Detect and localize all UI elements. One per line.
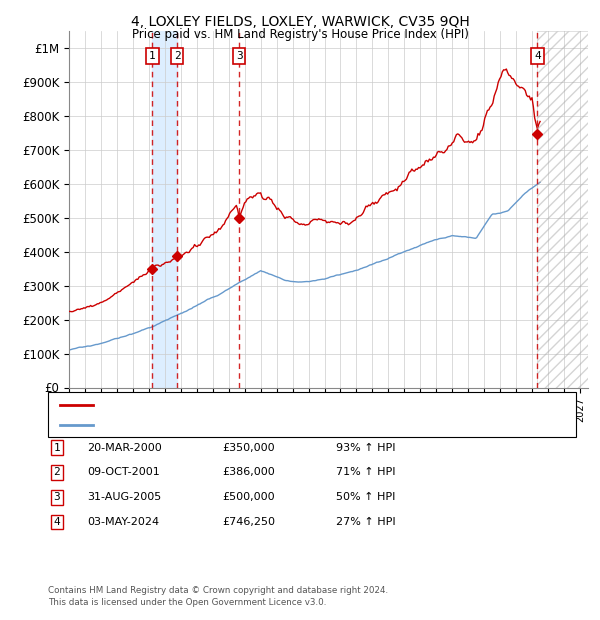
Bar bbox=[538, 31, 588, 388]
Text: £500,000: £500,000 bbox=[222, 492, 275, 502]
Text: 3: 3 bbox=[53, 492, 61, 502]
Text: 09-OCT-2001: 09-OCT-2001 bbox=[87, 467, 160, 477]
Text: 4, LOXLEY FIELDS, LOXLEY, WARWICK, CV35 9QH (detached house): 4, LOXLEY FIELDS, LOXLEY, WARWICK, CV35 … bbox=[99, 400, 448, 410]
Text: 4, LOXLEY FIELDS, LOXLEY, WARWICK, CV35 9QH: 4, LOXLEY FIELDS, LOXLEY, WARWICK, CV35 … bbox=[131, 16, 469, 30]
Text: 50% ↑ HPI: 50% ↑ HPI bbox=[336, 492, 395, 502]
Text: 2: 2 bbox=[53, 467, 61, 477]
Text: HPI: Average price, detached house, Stratford-on-Avon: HPI: Average price, detached house, Stra… bbox=[99, 420, 385, 430]
Text: 71% ↑ HPI: 71% ↑ HPI bbox=[336, 467, 395, 477]
Text: £746,250: £746,250 bbox=[222, 517, 275, 527]
Text: Contains HM Land Registry data © Crown copyright and database right 2024.: Contains HM Land Registry data © Crown c… bbox=[48, 586, 388, 595]
Text: £350,000: £350,000 bbox=[222, 443, 275, 453]
Text: 03-MAY-2024: 03-MAY-2024 bbox=[87, 517, 159, 527]
Text: 4: 4 bbox=[53, 517, 61, 527]
Text: This data is licensed under the Open Government Licence v3.0.: This data is licensed under the Open Gov… bbox=[48, 598, 326, 607]
Text: Price paid vs. HM Land Registry's House Price Index (HPI): Price paid vs. HM Land Registry's House … bbox=[131, 28, 469, 41]
Bar bbox=[152, 31, 177, 388]
Text: 1: 1 bbox=[149, 51, 156, 61]
Text: 93% ↑ HPI: 93% ↑ HPI bbox=[336, 443, 395, 453]
Text: 2: 2 bbox=[174, 51, 181, 61]
Text: 3: 3 bbox=[236, 51, 242, 61]
Text: 31-AUG-2005: 31-AUG-2005 bbox=[87, 492, 161, 502]
Text: 20-MAR-2000: 20-MAR-2000 bbox=[87, 443, 162, 453]
Text: 4: 4 bbox=[534, 51, 541, 61]
Text: £386,000: £386,000 bbox=[222, 467, 275, 477]
Text: 1: 1 bbox=[53, 443, 61, 453]
Text: 27% ↑ HPI: 27% ↑ HPI bbox=[336, 517, 395, 527]
